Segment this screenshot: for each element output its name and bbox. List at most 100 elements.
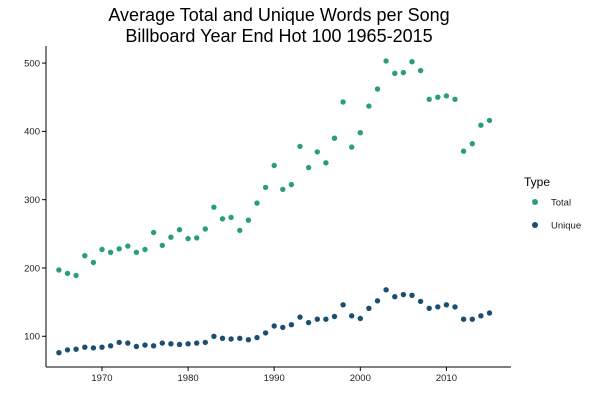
point-total-1973	[125, 243, 131, 249]
point-total-2014	[478, 122, 484, 128]
point-total-1978	[168, 234, 174, 240]
point-unique-1967	[73, 346, 79, 352]
point-unique-1987	[245, 337, 252, 343]
point-total-2008	[426, 96, 432, 103]
y-tick-label: 200	[24, 263, 40, 274]
point-unique-1997	[331, 313, 338, 320]
point-total-2006	[409, 59, 415, 65]
x-tick-label: 1980	[178, 373, 199, 384]
point-total-1992	[288, 181, 295, 188]
point-total-1981	[194, 235, 200, 241]
point-unique-1986	[237, 335, 243, 341]
point-total-1969	[90, 259, 97, 266]
point-unique-1969	[90, 345, 97, 351]
y-tick-label: 100	[24, 332, 40, 343]
point-unique-1979	[176, 341, 183, 348]
point-total-1980	[185, 235, 191, 242]
point-unique-1978	[168, 341, 174, 347]
point-unique-1974	[133, 343, 140, 350]
point-total-2004	[392, 70, 398, 77]
point-total-1977	[159, 242, 165, 249]
point-unique-2002	[374, 298, 381, 304]
plot-area	[56, 58, 493, 356]
point-unique-1995	[314, 316, 320, 322]
point-total-1998	[340, 99, 346, 105]
point-total-1971	[107, 249, 114, 255]
point-total-1979	[176, 227, 183, 233]
point-unique-2009	[435, 304, 441, 310]
point-unique-1999	[349, 313, 355, 319]
x-tick-label: 2010	[436, 373, 457, 384]
point-total-2010	[443, 93, 450, 99]
point-total-1966	[64, 270, 71, 277]
point-unique-2005	[400, 291, 407, 298]
point-total-1967	[73, 272, 79, 279]
chart-subtitle: Billboard Year End Hot 100 1965-2015	[125, 26, 432, 46]
point-unique-1993	[297, 314, 303, 320]
point-unique-2008	[426, 305, 432, 311]
point-unique-1984	[219, 335, 226, 341]
point-total-1988	[254, 200, 260, 206]
point-unique-1994	[305, 319, 312, 326]
point-total-1989	[262, 184, 269, 191]
point-total-2002	[374, 86, 381, 92]
point-total-2013	[469, 141, 475, 147]
point-total-2007	[417, 67, 424, 74]
point-total-2015	[486, 117, 493, 124]
legend: Type Total Unique	[524, 175, 581, 231]
point-total-1984	[219, 216, 226, 222]
point-unique-1970	[99, 344, 105, 350]
point-total-1991	[280, 186, 286, 193]
point-unique-1968	[82, 344, 88, 350]
y-tick-label: 500	[24, 58, 40, 69]
point-total-1982	[202, 226, 208, 232]
point-unique-2011	[452, 304, 458, 310]
point-unique-2001	[366, 305, 372, 311]
point-total-2009	[435, 94, 441, 100]
point-total-1997	[331, 135, 338, 141]
legend-label-unique: Unique	[551, 220, 581, 231]
legend-label-total: Total	[551, 197, 571, 208]
point-unique-1981	[194, 340, 200, 346]
point-total-1983	[211, 204, 217, 210]
point-total-1970	[99, 246, 105, 253]
axes: 100 200 300 400 500 1970 1980 1990 2000 2010	[24, 46, 511, 384]
x-tick-label: 1970	[91, 373, 112, 384]
point-unique-1975	[142, 342, 148, 348]
point-total-1993	[297, 143, 303, 150]
point-total-1965	[56, 267, 62, 273]
point-total-2000	[357, 130, 363, 136]
point-total-1995	[314, 149, 320, 155]
y-tick-label: 400	[24, 127, 40, 138]
point-unique-1965	[56, 350, 62, 356]
point-total-2003	[383, 58, 389, 64]
point-unique-1966	[64, 347, 71, 353]
point-unique-1988	[254, 334, 260, 341]
point-total-2001	[366, 103, 372, 109]
point-unique-1996	[323, 316, 329, 322]
point-unique-1991	[280, 324, 286, 331]
point-unique-2000	[357, 315, 363, 322]
point-unique-1989	[262, 330, 269, 336]
legend-key-total	[532, 199, 538, 205]
point-unique-2013	[469, 316, 475, 322]
point-unique-1973	[125, 340, 131, 346]
point-unique-2004	[392, 294, 398, 300]
x-tick-label: 2000	[350, 373, 371, 384]
point-total-2005	[400, 69, 407, 76]
point-total-1990	[271, 162, 277, 169]
point-unique-1998	[340, 302, 346, 308]
point-unique-1982	[202, 339, 208, 346]
point-unique-2012	[460, 316, 467, 322]
point-total-1986	[237, 227, 243, 234]
chart-title: Average Total and Unique Words per Song	[108, 5, 449, 25]
series-unique	[56, 287, 493, 356]
point-total-1996	[323, 160, 329, 166]
point-total-1972	[116, 246, 122, 252]
point-unique-1971	[107, 343, 114, 349]
point-unique-1992	[288, 322, 295, 328]
point-total-1994	[305, 164, 312, 171]
x-tick-label: 1990	[264, 373, 285, 384]
point-unique-2003	[383, 287, 389, 293]
